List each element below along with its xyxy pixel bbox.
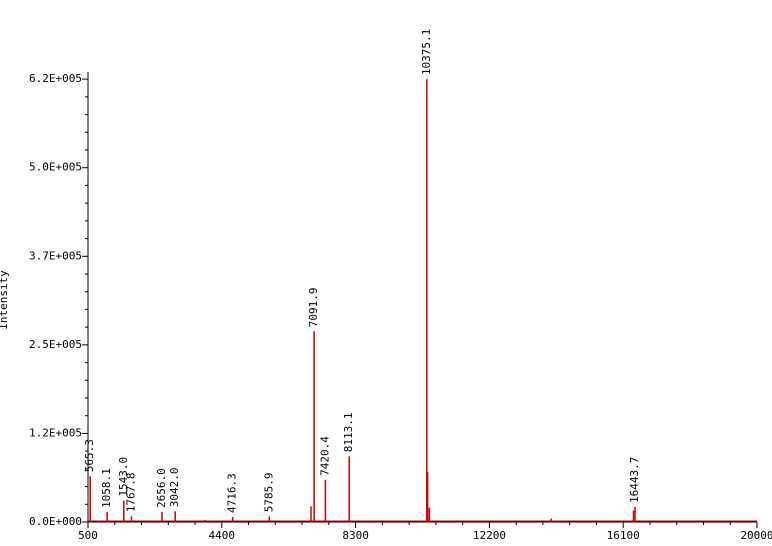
peak-label: 1767.8 <box>124 473 137 513</box>
peak-label: 7091.9 <box>307 288 320 328</box>
y-tick-label: 5.0E+005 <box>29 161 82 174</box>
peak-label: 1543.0 <box>117 457 130 497</box>
x-tick-label: 8300 <box>342 529 369 542</box>
x-tick-label: 500 <box>78 529 98 542</box>
peak-label: 5785.9 <box>262 473 275 513</box>
y-tick-label: 6.2E+005 <box>29 72 82 85</box>
peak-label: 2656.0 <box>155 468 168 508</box>
peak-label: 16443.7 <box>628 457 641 503</box>
y-tick-label: 0.0E+000 <box>29 515 82 528</box>
y-tick-label: 1.2E+005 <box>29 426 82 439</box>
y-tick-label: 3.7E+005 <box>29 249 82 262</box>
x-tick-label: 16100 <box>607 529 640 542</box>
peak-label: 565.3 <box>83 439 96 472</box>
peak-label: 7420.4 <box>318 436 331 476</box>
y-axis-label: Intensity <box>0 270 10 330</box>
x-tick-label: 12200 <box>473 529 506 542</box>
y-tick-label: 2.5E+005 <box>29 338 82 351</box>
x-tick-label: 4400 <box>209 529 236 542</box>
peak-label: 3042.0 <box>168 468 181 508</box>
x-tick-label: 20000 <box>740 529 772 542</box>
peak-label: 4716.3 <box>226 473 239 513</box>
peak-label: 1058.1 <box>100 468 113 508</box>
peak-label: 10375.1 <box>420 29 433 75</box>
peak-label: 8113.1 <box>342 413 355 453</box>
